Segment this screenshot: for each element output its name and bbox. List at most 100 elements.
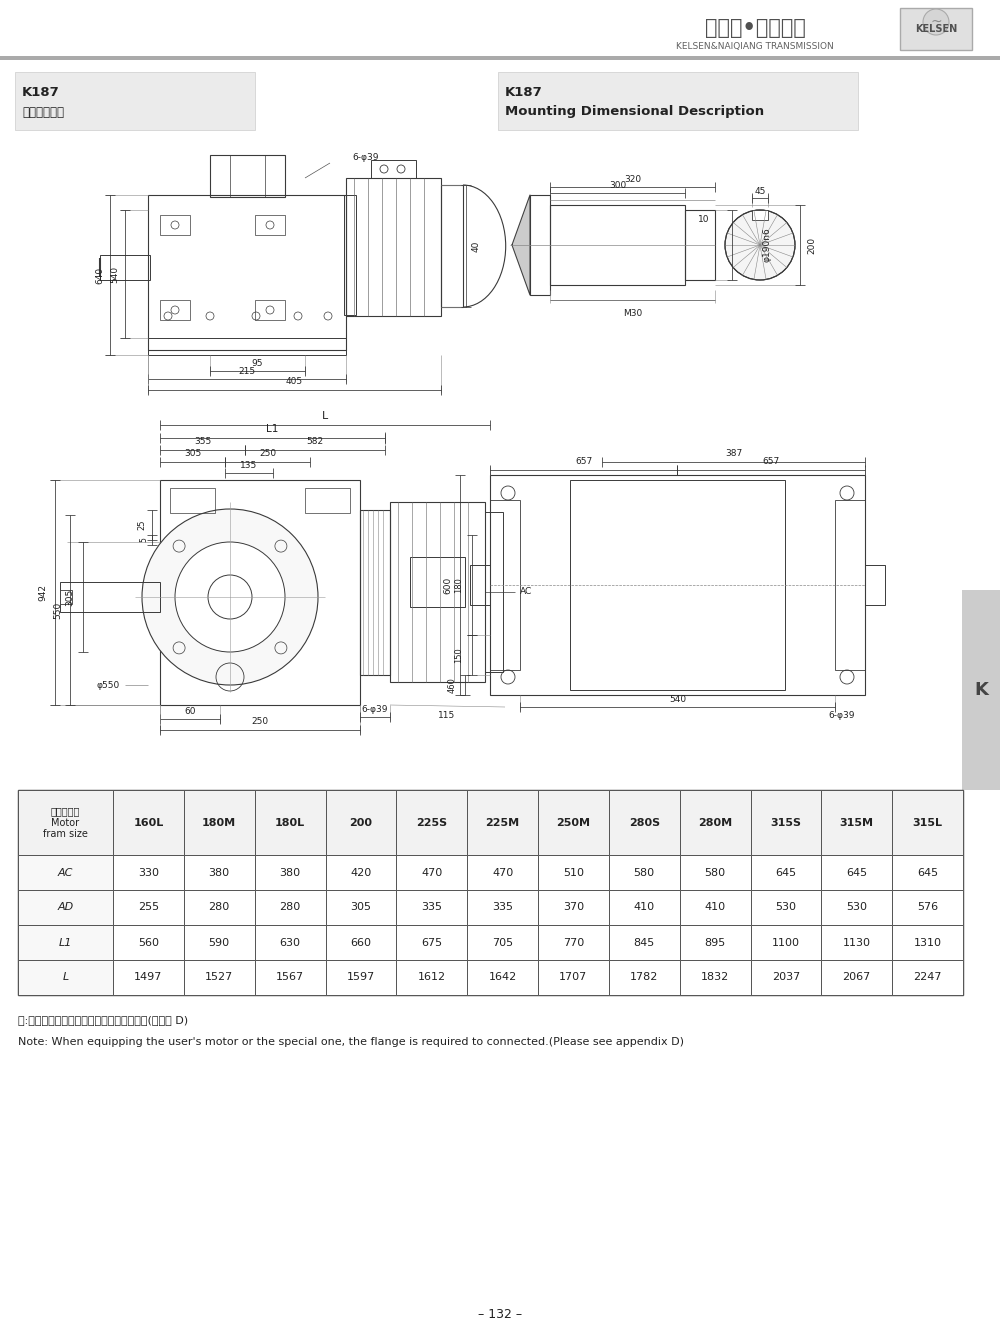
Text: 387: 387 <box>725 450 742 459</box>
Bar <box>752 209 768 220</box>
Bar <box>0 56 1000 60</box>
Text: 1130: 1130 <box>843 938 871 947</box>
Text: 380: 380 <box>209 867 230 878</box>
Bar <box>346 178 441 315</box>
Bar <box>750 960 821 994</box>
Text: 电机机座号
Motor
fram size: 电机机座号 Motor fram size <box>43 807 88 839</box>
Text: 320: 320 <box>624 174 641 184</box>
Bar <box>255 960 326 994</box>
Text: 582: 582 <box>306 437 324 447</box>
Text: 255: 255 <box>138 903 159 913</box>
Bar <box>396 925 467 960</box>
Text: 657: 657 <box>575 458 592 467</box>
Text: φ190n6: φ190n6 <box>763 228 772 263</box>
Text: K187: K187 <box>22 86 60 98</box>
Bar <box>467 890 538 925</box>
Text: L1: L1 <box>266 424 279 433</box>
Bar <box>680 925 750 960</box>
Text: 420: 420 <box>350 867 372 878</box>
Bar <box>680 790 750 855</box>
Text: 335: 335 <box>492 903 513 913</box>
Bar <box>538 925 609 960</box>
Bar <box>170 488 215 513</box>
Text: AC: AC <box>58 867 73 878</box>
Bar <box>255 215 285 235</box>
Bar <box>18 960 113 994</box>
Text: 10: 10 <box>698 216 710 224</box>
Bar <box>113 790 184 855</box>
Text: – 132 –: – 132 – <box>478 1308 522 1322</box>
Bar <box>396 890 467 925</box>
Text: ~: ~ <box>930 15 942 30</box>
Bar <box>0 0 1000 60</box>
Bar <box>113 960 184 994</box>
Text: 凯尔森•耐强传动: 凯尔森•耐强传动 <box>705 17 805 38</box>
Bar <box>184 790 255 855</box>
Bar <box>821 790 892 855</box>
Text: 1497: 1497 <box>134 973 163 982</box>
Bar <box>490 475 865 695</box>
Text: 1310: 1310 <box>914 938 942 947</box>
Bar <box>255 890 326 925</box>
Text: 540: 540 <box>669 695 686 703</box>
Bar <box>821 925 892 960</box>
Bar <box>148 195 346 350</box>
Text: 660: 660 <box>350 938 371 947</box>
Circle shape <box>142 509 318 684</box>
Text: 200: 200 <box>349 817 372 828</box>
Text: 560: 560 <box>138 938 159 947</box>
Text: KELSEN&NAIQIANG TRANSMISSION: KELSEN&NAIQIANG TRANSMISSION <box>676 43 834 51</box>
Bar <box>609 925 680 960</box>
Circle shape <box>923 9 949 35</box>
Text: 6-φ39: 6-φ39 <box>362 705 388 714</box>
Text: 410: 410 <box>705 903 726 913</box>
Bar <box>60 590 72 604</box>
Bar <box>680 890 750 925</box>
Bar <box>821 960 892 994</box>
Bar <box>390 502 485 682</box>
Text: 600: 600 <box>444 576 452 593</box>
Text: Mounting Dimensional Description: Mounting Dimensional Description <box>505 106 764 118</box>
Text: 5: 5 <box>140 538 148 542</box>
Text: 250M: 250M <box>556 817 590 828</box>
Text: 160L: 160L <box>133 817 164 828</box>
Bar <box>255 925 326 960</box>
Text: 576: 576 <box>917 903 938 913</box>
Text: 530: 530 <box>846 903 867 913</box>
Bar <box>538 790 609 855</box>
Bar <box>892 790 963 855</box>
Bar <box>410 557 465 607</box>
Text: 1707: 1707 <box>559 973 588 982</box>
Bar <box>184 890 255 925</box>
Bar <box>865 565 885 605</box>
Bar <box>113 855 184 890</box>
Text: 550: 550 <box>54 601 62 619</box>
Bar <box>750 855 821 890</box>
Circle shape <box>725 209 795 280</box>
Text: 225M: 225M <box>486 817 520 828</box>
Bar <box>18 790 113 855</box>
Bar <box>609 960 680 994</box>
Bar <box>148 338 346 356</box>
Bar <box>0 0 1000 55</box>
Text: 470: 470 <box>492 867 513 878</box>
Text: K187: K187 <box>505 86 543 98</box>
Bar <box>396 960 467 994</box>
Bar <box>18 855 113 890</box>
Bar <box>609 890 680 925</box>
Text: 2067: 2067 <box>843 973 871 982</box>
Text: 180: 180 <box>454 577 464 593</box>
Text: 280: 280 <box>209 903 230 913</box>
Bar <box>609 855 680 890</box>
Text: 705: 705 <box>492 938 513 947</box>
Bar <box>470 565 490 605</box>
Text: 300: 300 <box>609 181 626 189</box>
Text: 115: 115 <box>438 710 456 719</box>
Bar <box>821 890 892 925</box>
Bar <box>326 925 396 960</box>
Bar <box>467 790 538 855</box>
Bar <box>360 510 390 675</box>
Text: 250: 250 <box>259 450 276 459</box>
Bar <box>467 855 538 890</box>
Bar <box>680 960 750 994</box>
